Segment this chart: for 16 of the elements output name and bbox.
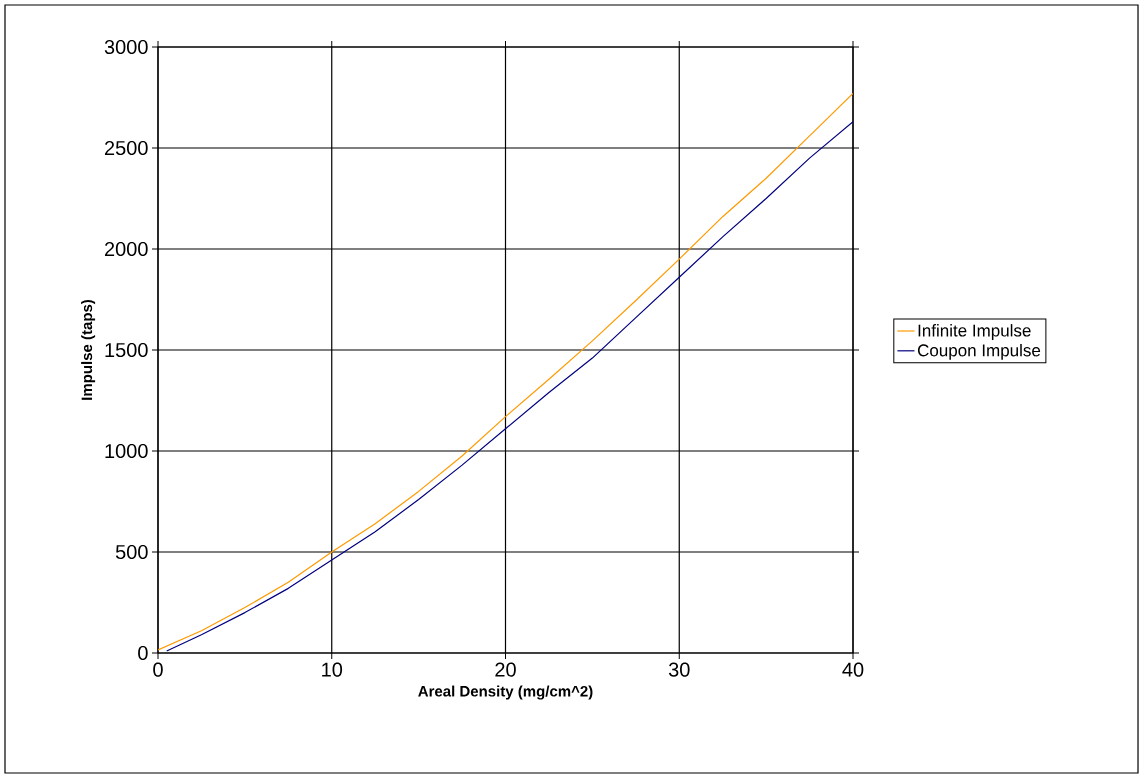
- x-axis-title: Areal Density (mg/cm^2): [418, 685, 593, 700]
- y-tick-label: 2000: [104, 241, 148, 257]
- x-tick-label: 20: [495, 662, 516, 677]
- y-axis-title: Impulse (taps): [81, 299, 96, 400]
- y-tick-label: 1000: [105, 443, 148, 459]
- y-tick-label: 3000: [104, 39, 148, 55]
- y-tick-label: 2500: [104, 140, 148, 156]
- y-tick-label: 1500: [105, 342, 148, 358]
- x-tick-label: 0: [153, 662, 163, 677]
- x-tick-label: 10: [322, 662, 343, 677]
- y-tick-label: 0: [138, 645, 148, 661]
- legend-label: Coupon Impulse: [917, 343, 1041, 360]
- x-tick-label: 30: [668, 662, 690, 677]
- x-tick-label: 40: [842, 662, 864, 677]
- y-tick-label: 500: [115, 544, 148, 560]
- legend-label: Infinite Impulse: [918, 324, 1031, 340]
